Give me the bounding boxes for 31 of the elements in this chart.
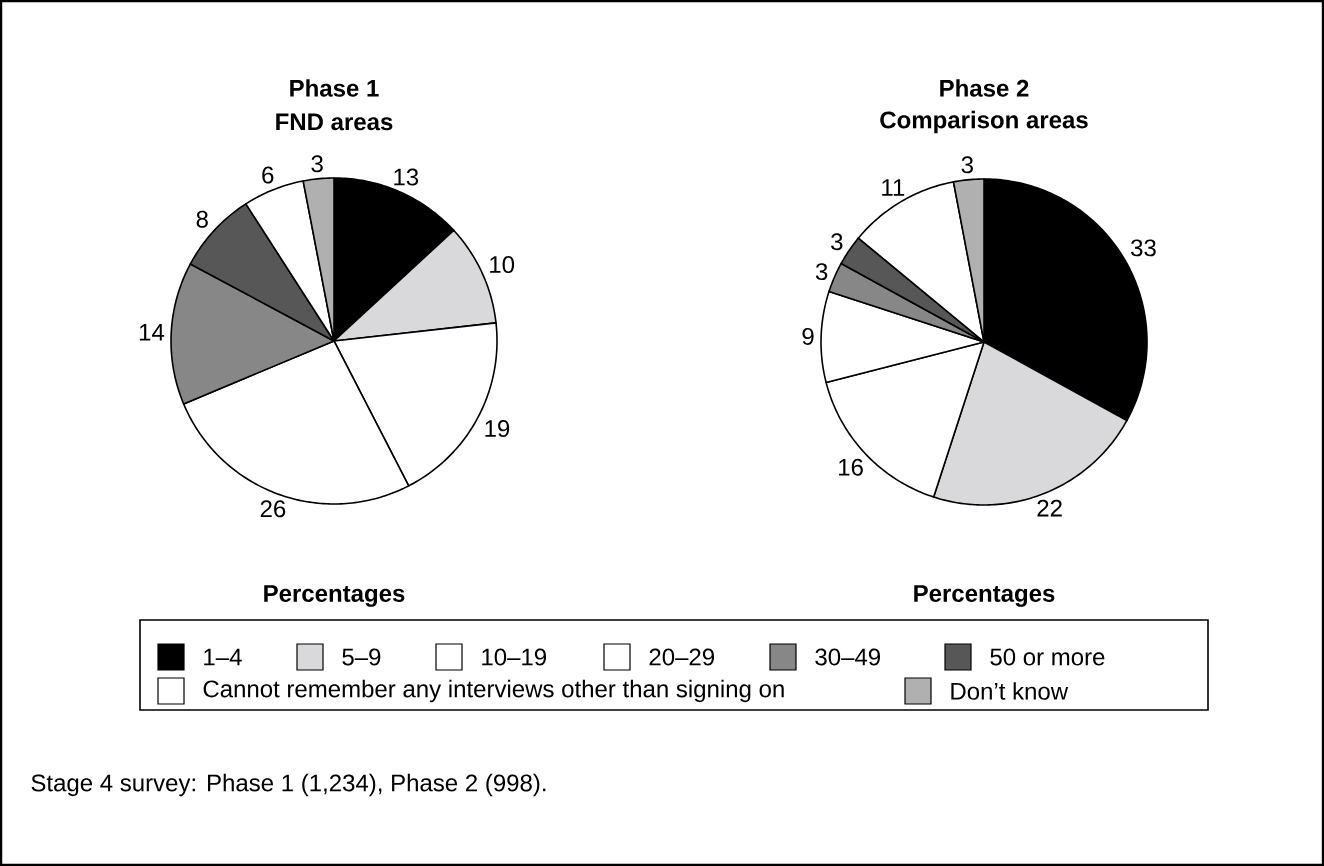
data-label: 8 [196, 210, 208, 228]
legend-label: Cannot remember any interviews other than signing on [203, 679, 784, 703]
legend-label: 20–29 [649, 648, 714, 666]
legend-label: 5–9 [342, 648, 381, 666]
data-label: 13 [394, 168, 419, 186]
data-label: 10 [490, 256, 515, 274]
legend-label: 50 or more [990, 648, 1105, 666]
legend-label: Don’t know [951, 682, 1069, 700]
data-label: 3 [815, 263, 828, 281]
data-label: 6 [262, 166, 274, 184]
data-label: 3 [831, 233, 843, 251]
data-label: 14 [139, 323, 165, 341]
chart-subtitle: Comparison areas [880, 110, 1088, 134]
legend-label: 10–19 [482, 648, 546, 666]
chart-subtitle: FND areas [276, 113, 393, 131]
chart-title: Phase 2 [940, 79, 1029, 97]
data-label: 26 [260, 500, 286, 518]
data-label: 3 [961, 156, 973, 174]
legend-label: 30–49 [815, 648, 880, 666]
text: Percentages [264, 585, 405, 607]
data-label: 16 [839, 458, 863, 476]
data-label: 11 [882, 179, 905, 196]
data-label: 22 [1037, 499, 1062, 517]
text: Stage 4 survey: Phase 1 (1,234), Phase 2 (998). [31, 773, 546, 797]
legend-label: 1–4 [204, 648, 242, 666]
data-label: 19 [485, 420, 510, 438]
text: Percentages [914, 585, 1055, 607]
chart-title: Phase 1 [290, 79, 379, 97]
data-label: 9 [802, 327, 814, 345]
data-label: 33 [1131, 239, 1156, 257]
data-label: 3 [311, 155, 323, 173]
